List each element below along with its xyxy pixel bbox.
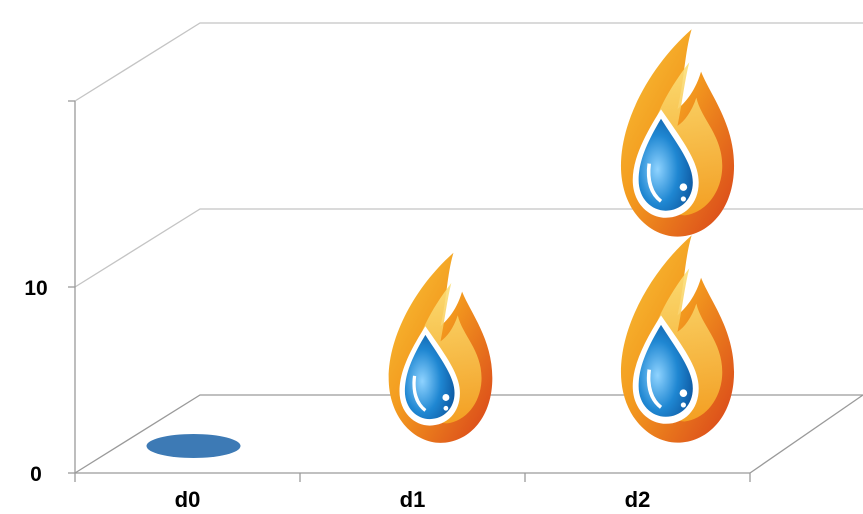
flame-drop-icon (387, 251, 494, 445)
gridline (74, 208, 863, 288)
category-label: d2 (625, 487, 651, 512)
category-label: d1 (400, 487, 426, 512)
y-tick-labels: 0 10 (24, 277, 47, 486)
category-labels: d0 d1 d2 (175, 487, 651, 512)
floor-right-edge (749, 394, 863, 474)
y-tick-label: 0 (30, 463, 42, 486)
y-tick-label: 10 (24, 277, 47, 300)
flame-drop-icon (619, 27, 736, 239)
category-label: d0 (175, 487, 201, 512)
gridline (74, 22, 863, 102)
axes (68, 100, 863, 482)
empty-bar-marker (146, 434, 241, 458)
flame-drop-icon (619, 233, 736, 445)
data-marks (146, 27, 736, 458)
